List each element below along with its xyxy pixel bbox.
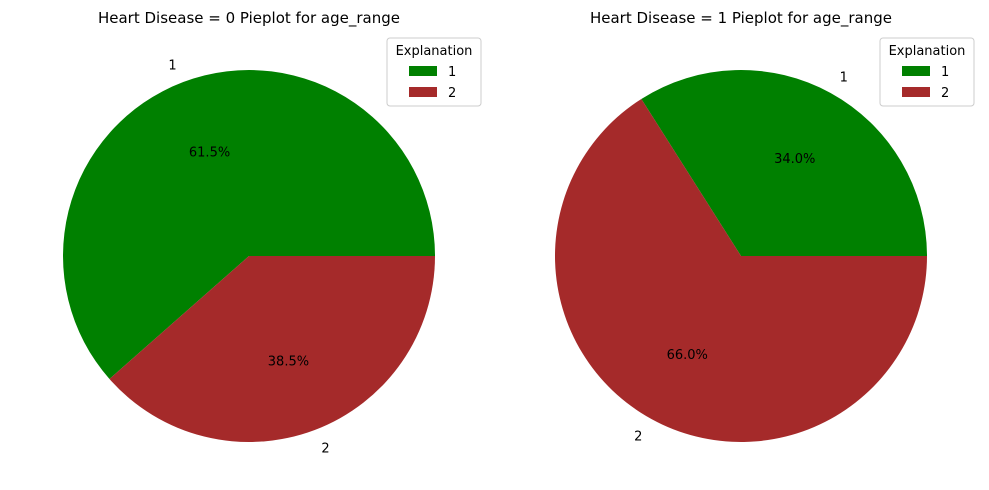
legend-swatch-0-0 <box>409 66 437 76</box>
legend-entry-1-0: 1 <box>941 65 949 80</box>
legend-title-0: Explanation <box>396 44 473 59</box>
pie-slice-0-1 <box>109 256 435 442</box>
pie-labels-0: 1 61.5% 2 38.5% <box>168 59 329 457</box>
pie-category-label-0-1: 2 <box>321 441 329 456</box>
chart-title-1: Heart Disease = 1 Pieplot for age_range <box>590 9 892 28</box>
legend-swatch-1-0 <box>902 66 930 76</box>
pie-percent-label-1-1: 66.0% <box>667 348 708 363</box>
pie-slice-1-0 <box>641 70 927 256</box>
legend-entry-0-0: 1 <box>448 65 456 80</box>
pie-slices-0 <box>62 69 435 442</box>
pie-labels-1: 1 34.0% 2 66.0% <box>634 71 848 445</box>
pie-slice-1-1 <box>555 98 927 442</box>
pie-category-label-1-1: 2 <box>634 429 642 444</box>
legend-swatch-0-1 <box>409 87 437 97</box>
chart-title-0: Heart Disease = 0 Pieplot for age_range <box>98 9 400 28</box>
legend-swatch-1-1 <box>902 87 930 97</box>
pie-chart-0: Heart Disease = 0 Pieplot for age_range … <box>62 9 482 457</box>
pie-category-label-1-0: 1 <box>840 71 848 86</box>
legend-title-1: Explanation <box>889 44 966 59</box>
pie-percent-label-0-1: 38.5% <box>268 354 309 369</box>
legend-0: Explanation 1 2 <box>386 37 482 107</box>
pie-percent-label-0-0: 61.5% <box>189 146 230 161</box>
pie-percent-label-1-0: 34.0% <box>774 152 815 167</box>
legend-entry-0-1: 2 <box>448 86 456 101</box>
pie-chart-1: Heart Disease = 1 Pieplot for age_range … <box>555 9 975 445</box>
legend-entry-1-1: 2 <box>941 86 949 101</box>
pie-category-label-0-0: 1 <box>168 59 176 74</box>
pie-slices-1 <box>555 70 927 442</box>
legend-1: Explanation 1 2 <box>879 37 975 107</box>
pie-slice-0-0 <box>62 69 435 380</box>
